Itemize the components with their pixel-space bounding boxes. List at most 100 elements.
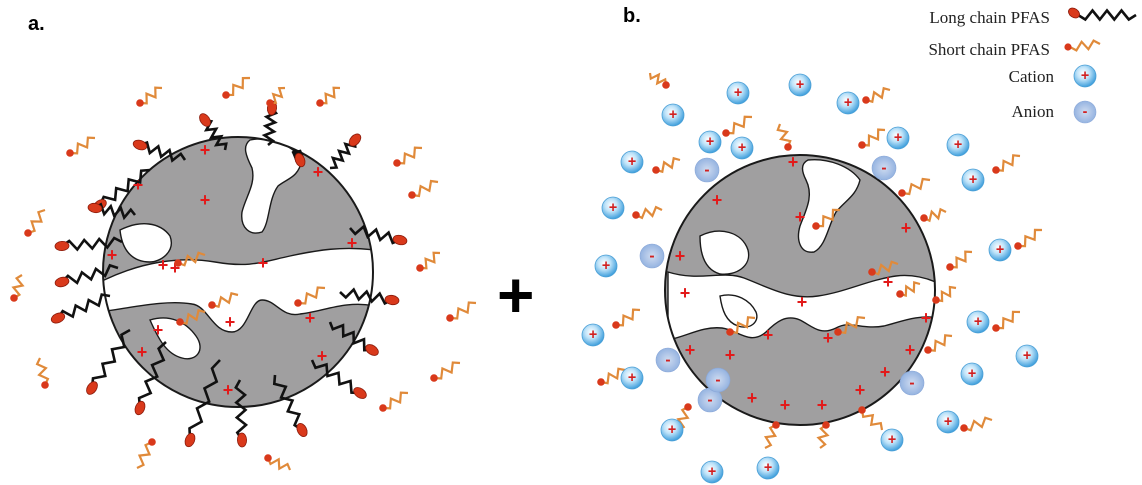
short-chain-pfas-icon xyxy=(1064,39,1101,52)
svg-text:+: + xyxy=(969,172,977,188)
short-chain-pfas xyxy=(316,86,341,107)
short-chain-pfas xyxy=(1014,228,1043,250)
anion: - xyxy=(705,367,731,393)
short-chain-pfas xyxy=(416,251,441,272)
short-chain-pfas xyxy=(408,179,439,199)
svg-text:+: + xyxy=(738,140,746,156)
cation: + xyxy=(620,366,644,390)
short-chain-pfas xyxy=(66,136,96,157)
svg-text:-: - xyxy=(715,372,720,389)
cation: + xyxy=(660,418,684,442)
short-chain-pfas xyxy=(858,128,886,149)
svg-text:+: + xyxy=(954,137,962,153)
cation: + xyxy=(1015,344,1039,368)
svg-text:-: - xyxy=(1083,104,1088,120)
short-chain-pfas xyxy=(992,310,1021,332)
short-chain-pfas xyxy=(379,391,409,412)
surface-charge: + xyxy=(725,345,736,365)
svg-text:+: + xyxy=(609,200,617,216)
pore xyxy=(699,230,750,275)
short-chain-pfas xyxy=(294,286,326,307)
long-chain-pfas xyxy=(184,359,221,448)
panel-b: b. ++++++++++++++ ++ +++ + + +++ ++ ++++++++++… xyxy=(581,5,1043,484)
cation: + xyxy=(581,323,605,347)
cation: + xyxy=(966,310,990,334)
long-chain-pfas xyxy=(54,236,123,252)
svg-text:+: + xyxy=(628,154,636,170)
cation: + xyxy=(698,130,722,154)
surface-charge: + xyxy=(788,152,799,172)
anion: - xyxy=(694,157,720,183)
cation: + xyxy=(961,168,985,192)
pore xyxy=(119,223,172,263)
svg-text:-: - xyxy=(649,248,654,265)
cation: + xyxy=(756,456,780,480)
legend: Long chain PFAS Short chain PFAS Cation … xyxy=(928,7,1137,124)
short-chain-pfas xyxy=(722,115,753,137)
long-chain-pfas xyxy=(86,328,131,395)
particle-body xyxy=(665,155,935,425)
short-chain-pfas xyxy=(868,260,899,276)
legend-label-short-chain: Short chain PFAS xyxy=(928,40,1050,59)
surface-charge: + xyxy=(797,292,808,312)
short-chain-pfas xyxy=(862,86,891,104)
short-chain-pfas xyxy=(776,123,792,151)
surface-charge: + xyxy=(780,395,791,415)
svg-text:+: + xyxy=(668,422,676,438)
surface-charge: + xyxy=(763,325,774,345)
surface-charge: + xyxy=(880,362,891,382)
short-chain-pfas xyxy=(24,208,46,237)
surface-charge: + xyxy=(225,312,236,332)
surface-charge: + xyxy=(921,308,932,328)
short-chain-pfas xyxy=(816,421,830,449)
svg-text:+: + xyxy=(996,242,1004,258)
cation: + xyxy=(1073,64,1097,88)
short-chain-pfas-group-b xyxy=(597,72,1043,449)
surface-charge: + xyxy=(317,346,328,366)
short-chain-pfas xyxy=(176,308,206,326)
short-chain-pfas xyxy=(834,315,866,336)
cation: + xyxy=(661,103,685,127)
cation: + xyxy=(946,133,970,157)
panel-b-label: b. xyxy=(623,5,641,27)
short-chain-pfas xyxy=(10,274,25,302)
short-chain-pfas xyxy=(393,146,423,167)
panel-a: a. ++++++ + +++++ +++ xyxy=(10,13,477,471)
legend-item-long-chain: Long chain PFAS xyxy=(929,7,1137,27)
short-chain-pfas xyxy=(920,207,947,223)
short-chain-pfas xyxy=(896,280,921,298)
short-chain-pfas-group-a xyxy=(10,76,477,471)
anion: - xyxy=(871,155,897,181)
short-chain-pfas xyxy=(35,357,50,389)
surface-charge: + xyxy=(883,272,894,292)
short-chain-pfas xyxy=(932,285,957,304)
anion: - xyxy=(1073,100,1097,124)
short-chain-pfas xyxy=(858,406,884,431)
long-chain-pfas xyxy=(50,293,111,324)
cation: + xyxy=(700,460,724,484)
svg-text:+: + xyxy=(968,366,976,382)
surface-charge: + xyxy=(133,175,144,195)
short-chain-pfas xyxy=(264,454,292,471)
surface-charge: + xyxy=(170,258,181,278)
surface-charge: + xyxy=(823,328,834,348)
long-chain-pfas-group xyxy=(50,100,408,448)
surface-charge: + xyxy=(901,218,912,238)
short-chain-pfas xyxy=(430,361,461,382)
surface-charge: + xyxy=(855,380,866,400)
long-chain-pfas xyxy=(339,287,400,306)
surface-charge: + xyxy=(685,340,696,360)
plus-operator: + xyxy=(497,259,534,331)
cation-icon: + xyxy=(1073,64,1097,88)
anion: - xyxy=(655,347,681,373)
long-chain-pfas xyxy=(234,379,249,448)
short-chain-pfas xyxy=(222,76,251,99)
short-chain-pfas xyxy=(652,156,681,174)
cation: + xyxy=(880,428,904,452)
panel-a-label: a. xyxy=(28,13,45,35)
svg-text:+: + xyxy=(1023,348,1031,364)
short-chain-pfas xyxy=(136,438,156,469)
cation-group: + + + + + + + + + + + + + + + + + + + + + + + xyxy=(581,73,1039,484)
surface-charge: + xyxy=(747,388,758,408)
pore xyxy=(103,247,373,333)
